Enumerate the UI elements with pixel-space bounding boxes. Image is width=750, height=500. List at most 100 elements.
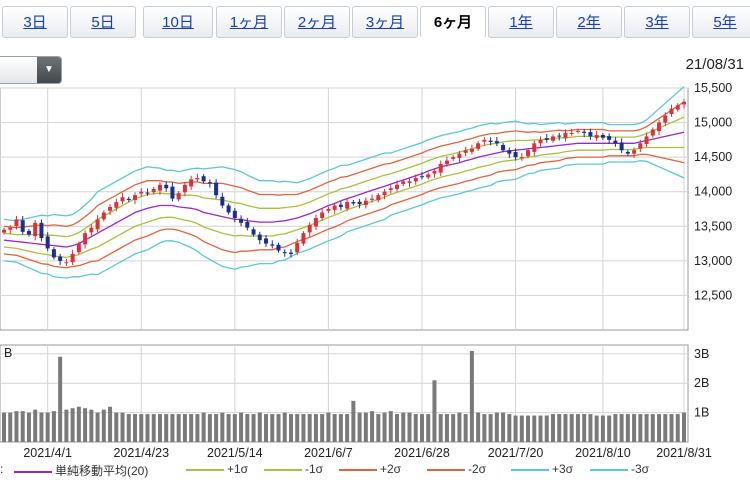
candle-body — [519, 157, 524, 159]
candle-body — [8, 227, 13, 230]
volume-bar — [563, 414, 568, 442]
candle-body — [307, 224, 312, 233]
chart-type-dropdown[interactable]: ▼ — [0, 56, 62, 84]
band-line — [3, 101, 685, 229]
candle-body — [401, 181, 406, 184]
candle-body — [95, 219, 100, 230]
candle-body — [501, 144, 506, 151]
volume-bar — [276, 414, 281, 442]
period-tab-bar: 3日 5日 10日 1ヶ月 2ヶ月 3ヶ月 6ヶ月 1年 2年 3年 5年 — [0, 0, 750, 44]
volume-bar — [288, 414, 293, 442]
candle-body — [463, 150, 468, 153]
volume-bar — [114, 412, 119, 442]
volume-bar — [532, 415, 537, 442]
tab-9[interactable]: 2年 — [556, 6, 622, 38]
volume-bar — [101, 409, 106, 442]
tab-4[interactable]: 1ヶ月 — [216, 6, 282, 38]
chevron-down-icon[interactable]: ▼ — [37, 57, 61, 83]
volume-bar — [195, 414, 200, 442]
volume-bar — [207, 414, 212, 442]
volume-bar — [413, 414, 418, 442]
candle-body — [51, 249, 56, 258]
volume-bar — [650, 414, 655, 442]
volume-bar — [657, 414, 662, 442]
candle-body — [382, 191, 387, 196]
candle-body — [569, 132, 574, 134]
candle-body — [619, 142, 624, 151]
volume-bar — [33, 409, 38, 442]
candle-body — [625, 151, 630, 154]
volume-bar — [482, 414, 487, 442]
candle-body — [345, 202, 350, 209]
volume-bar — [388, 411, 393, 442]
band-line — [3, 86, 685, 222]
volume-bar — [182, 414, 187, 442]
volume-bar — [189, 414, 194, 442]
legend: : 単純移動平均(20) +1σ -1σ +2σ -2σ +3σ -3σ — [0, 462, 750, 482]
legend-swatch — [186, 468, 224, 471]
volume-bar — [83, 408, 88, 442]
volume-bar — [126, 414, 131, 442]
volume-bar — [469, 350, 474, 442]
candle-body — [600, 135, 605, 138]
price-panel-frame — [0, 87, 689, 331]
price-tick-label: 14,500 — [694, 150, 732, 164]
volume-bar — [663, 414, 668, 442]
volume-bar — [588, 414, 593, 442]
candle-body — [407, 181, 412, 184]
candle-body — [76, 243, 81, 253]
candle-body — [582, 131, 587, 133]
legend-label: -1σ — [305, 462, 324, 476]
volume-bar — [220, 412, 225, 442]
volume-bar — [575, 414, 580, 442]
volume-bar — [295, 414, 300, 442]
candle-body — [488, 140, 493, 142]
x-tick-label: 2021/4/23 — [113, 446, 169, 460]
candle-body — [170, 186, 175, 199]
candle-body — [532, 143, 537, 152]
candle-body — [663, 115, 668, 123]
x-tick-label: 2021/6/7 — [304, 446, 353, 460]
volume-bar — [2, 412, 6, 442]
candle-body — [301, 233, 306, 244]
volume-bar — [326, 412, 331, 442]
volume-bar — [494, 412, 499, 442]
candle-body — [513, 152, 518, 158]
tab-8[interactable]: 1年 — [488, 6, 554, 38]
tab-7[interactable]: 6ヶ月 — [420, 6, 486, 38]
tab-6[interactable]: 3ヶ月 — [352, 6, 418, 38]
candle-body — [226, 205, 231, 213]
tab-1[interactable]: 3日 — [2, 6, 68, 38]
candle-body — [295, 242, 300, 253]
x-tick-label: 2021/6/28 — [394, 446, 450, 460]
candle-body — [39, 222, 44, 239]
candle-body — [282, 252, 287, 254]
candle-body — [357, 201, 362, 205]
volume-bar — [444, 414, 449, 442]
candle-body — [526, 150, 531, 157]
candle-body — [550, 136, 555, 141]
tab-3[interactable]: 10日 — [143, 6, 213, 38]
candle-body — [638, 143, 643, 149]
tab-11[interactable]: 5年 — [692, 6, 750, 38]
volume-bar — [638, 414, 643, 442]
tab-5[interactable]: 2ヶ月 — [284, 6, 350, 38]
x-tick-label: 2021/8/10 — [575, 446, 631, 460]
candle-body — [270, 244, 275, 246]
legend-item: -1σ — [264, 462, 323, 476]
volume-bar — [251, 414, 256, 442]
candle-body — [632, 150, 637, 154]
candle-body — [239, 218, 244, 223]
stock-chart: 12,500 13,000 13,500 14,000 14,500 15,000 15,5… — [0, 81, 732, 460]
tab-2[interactable]: 5日 — [70, 6, 136, 38]
tab-10[interactable]: 3年 — [624, 6, 690, 38]
legend-swatch — [590, 468, 628, 471]
volume-bar — [264, 414, 269, 442]
candle-body — [457, 153, 462, 158]
candle-body — [482, 139, 487, 142]
candle-body — [189, 179, 194, 187]
volume-bar — [594, 415, 599, 442]
price-tick-label: 13,500 — [694, 219, 732, 233]
volume-bar — [600, 415, 605, 442]
x-tick-label: 2021/5/14 — [207, 446, 263, 460]
